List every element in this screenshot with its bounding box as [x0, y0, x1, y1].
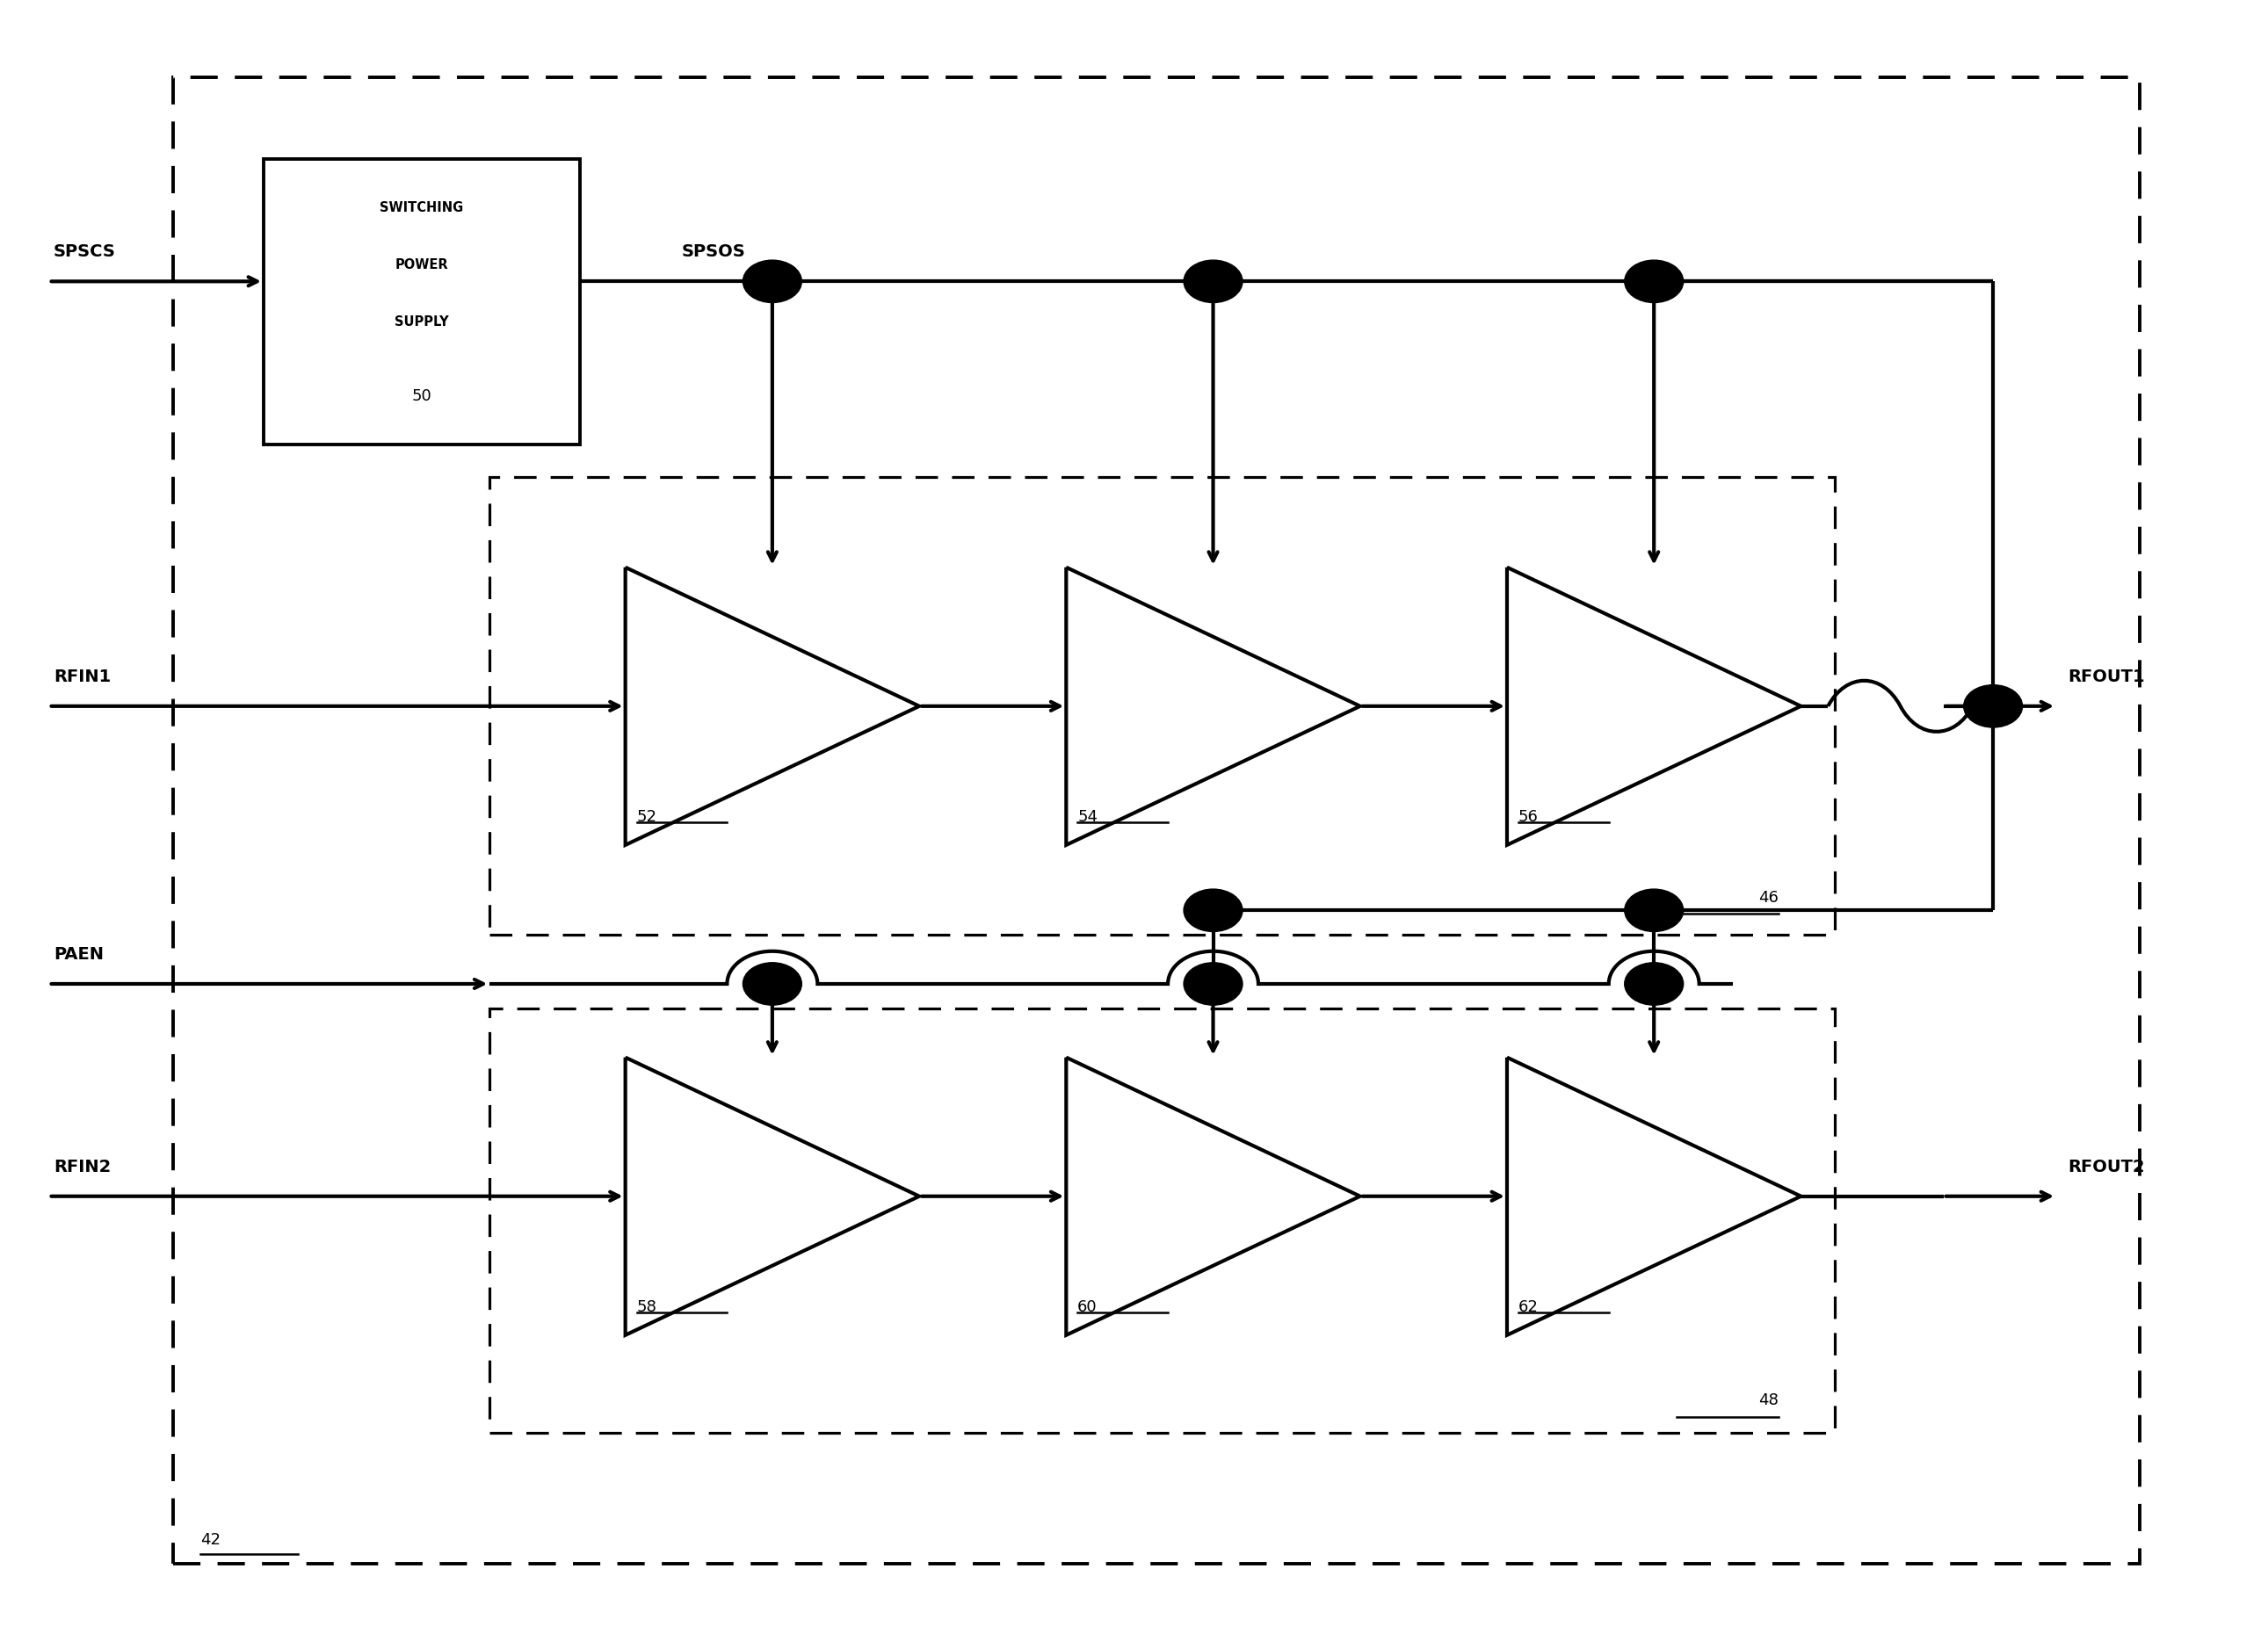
Text: RFIN2: RFIN2	[54, 1159, 111, 1175]
Circle shape	[1184, 889, 1243, 932]
Circle shape	[744, 963, 801, 1004]
Text: 42: 42	[200, 1531, 220, 1547]
Bar	[263, 159, 581, 445]
Text: 56: 56	[1517, 809, 1538, 825]
Text: RFIN1: RFIN1	[54, 668, 111, 684]
Text: SUPPLY: SUPPLY	[395, 315, 449, 328]
Text: 54: 54	[1077, 809, 1098, 825]
Text: SWITCHING: SWITCHING	[381, 200, 463, 213]
Circle shape	[1964, 684, 2023, 727]
Text: SPSOS: SPSOS	[683, 243, 746, 261]
Bar	[490, 1008, 1835, 1433]
Text: SPSCS: SPSCS	[54, 243, 116, 261]
Bar	[172, 77, 2141, 1564]
Text: 60: 60	[1077, 1300, 1098, 1314]
Text: PAEN: PAEN	[54, 945, 104, 963]
Circle shape	[744, 261, 801, 302]
Circle shape	[1184, 963, 1243, 1004]
Text: 46: 46	[1758, 889, 1778, 906]
Text: RFOUT1: RFOUT1	[2068, 668, 2146, 684]
Text: 50: 50	[413, 389, 431, 404]
Circle shape	[1184, 261, 1243, 302]
Circle shape	[1624, 963, 1683, 1004]
Text: 62: 62	[1517, 1300, 1538, 1314]
Text: RFOUT2: RFOUT2	[2068, 1159, 2146, 1175]
Text: 58: 58	[637, 1300, 658, 1314]
Text: 52: 52	[637, 809, 658, 825]
Text: POWER: POWER	[395, 258, 449, 271]
Text: 48: 48	[1758, 1393, 1778, 1408]
Circle shape	[1624, 261, 1683, 302]
Circle shape	[1624, 889, 1683, 932]
Bar	[490, 478, 1835, 935]
